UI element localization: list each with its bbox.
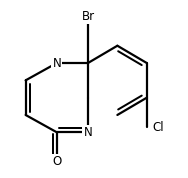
Text: O: O: [52, 155, 61, 168]
Text: N: N: [52, 57, 61, 70]
Text: Br: Br: [81, 10, 95, 23]
Text: Cl: Cl: [152, 121, 164, 134]
Text: N: N: [84, 126, 92, 139]
